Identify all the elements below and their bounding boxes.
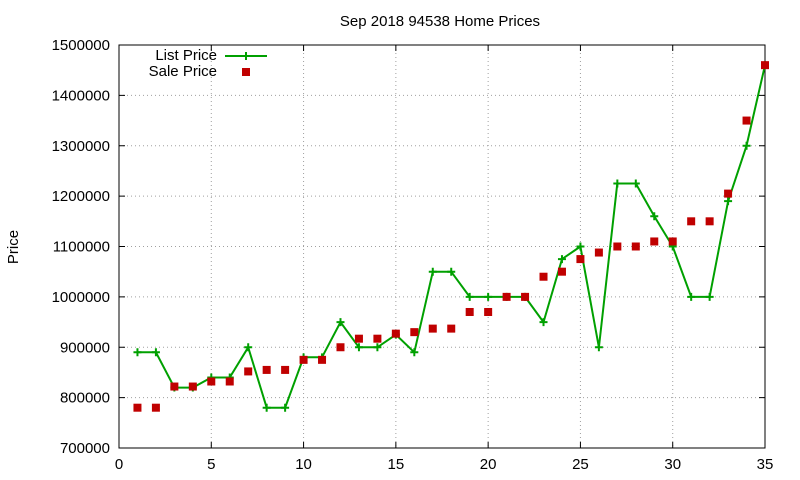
list-price-point bbox=[281, 403, 290, 412]
sale-price-point bbox=[687, 217, 696, 226]
series-sale-price bbox=[133, 61, 769, 412]
sale-price-point bbox=[761, 61, 769, 70]
y-tick-label: 900000 bbox=[60, 339, 110, 356]
y-tick-label: 1000000 bbox=[52, 289, 110, 306]
x-tick-label: 15 bbox=[388, 456, 405, 473]
sale-price-point bbox=[336, 343, 345, 352]
list-price-point bbox=[742, 141, 751, 150]
sale-price-point bbox=[447, 324, 456, 333]
sale-price-point bbox=[428, 324, 437, 333]
sale-price-point bbox=[724, 189, 733, 198]
grid bbox=[119, 45, 765, 448]
sale-price-point bbox=[484, 307, 493, 316]
sale-price-point bbox=[207, 377, 216, 386]
sale-price-point bbox=[668, 237, 677, 246]
legend-swatch-sale-price bbox=[242, 68, 250, 76]
x-tick-label: 0 bbox=[115, 456, 123, 473]
y-tick-label: 1400000 bbox=[52, 87, 110, 104]
axis-ticks: 700000 800000 900000 1000000 1100000 1200000 1… bbox=[52, 37, 774, 473]
list-price-point bbox=[336, 318, 345, 327]
sale-price-point bbox=[502, 292, 511, 301]
legend-label-list-price: List Price bbox=[155, 47, 217, 64]
y-tick-label: 1100000 bbox=[53, 239, 110, 256]
list-price-point bbox=[613, 179, 622, 188]
y-axis-label: Price bbox=[5, 230, 22, 264]
sale-price-point bbox=[354, 334, 363, 343]
y-tick-label: 1500000 bbox=[52, 37, 110, 54]
x-tick-label: 20 bbox=[480, 456, 497, 473]
list-price-point bbox=[465, 292, 474, 301]
x-tick-label: 30 bbox=[664, 456, 681, 473]
sale-price-point bbox=[133, 403, 142, 412]
x-tick-label: 35 bbox=[757, 456, 774, 473]
list-price-line bbox=[137, 64, 766, 409]
sale-price-point bbox=[281, 365, 290, 374]
list-price-point bbox=[428, 267, 437, 276]
legend-marker-list-price bbox=[242, 52, 250, 60]
sale-price-point bbox=[705, 217, 714, 226]
series bbox=[133, 61, 769, 412]
list-price-point bbox=[594, 343, 603, 352]
sale-price-point bbox=[742, 116, 751, 125]
sale-price-point bbox=[594, 248, 603, 257]
list-price-point bbox=[705, 292, 714, 301]
list-price-point bbox=[650, 212, 659, 221]
y-tick-label: 1200000 bbox=[52, 188, 110, 205]
sale-price-point bbox=[188, 382, 197, 391]
sale-price-point bbox=[557, 267, 566, 276]
sale-price-point bbox=[391, 329, 400, 338]
sale-price-point bbox=[170, 382, 179, 391]
sale-price-point bbox=[613, 242, 622, 251]
list-price-point bbox=[687, 292, 696, 301]
sale-price-point bbox=[244, 367, 253, 376]
sale-price-point bbox=[650, 237, 659, 246]
sale-price-point bbox=[576, 255, 585, 264]
list-price-point bbox=[410, 348, 419, 357]
y-tick-label: 700000 bbox=[60, 440, 110, 457]
list-price-point bbox=[354, 343, 363, 352]
sale-price-point bbox=[631, 242, 640, 251]
sale-price-point bbox=[410, 328, 419, 337]
sale-price-point bbox=[521, 292, 530, 301]
list-price-point bbox=[724, 197, 733, 206]
sale-price-point bbox=[262, 365, 271, 374]
list-price-point bbox=[447, 267, 456, 276]
x-tick-label: 5 bbox=[207, 456, 215, 473]
sale-price-point bbox=[465, 307, 474, 316]
chart-title: Sep 2018 94538 Home Prices bbox=[340, 13, 540, 30]
list-price-point bbox=[539, 318, 548, 327]
list-price-point bbox=[557, 255, 566, 264]
legend: List Price Sale Price bbox=[149, 47, 267, 80]
list-price-point bbox=[631, 179, 640, 188]
list-price-point bbox=[373, 343, 382, 352]
sale-price-point bbox=[151, 403, 160, 412]
sale-price-point bbox=[318, 355, 327, 364]
list-price-point bbox=[133, 348, 142, 357]
list-price-point bbox=[576, 242, 585, 251]
list-price-point bbox=[244, 343, 253, 352]
x-tick-label: 25 bbox=[572, 456, 589, 473]
list-price-point bbox=[262, 403, 271, 412]
list-price-point bbox=[484, 292, 493, 301]
sale-price-point bbox=[373, 334, 382, 343]
legend-label-sale-price: Sale Price bbox=[149, 63, 217, 80]
list-price-point bbox=[151, 348, 160, 357]
y-tick-label: 1300000 bbox=[52, 138, 110, 155]
sale-price-point bbox=[299, 355, 308, 364]
series-list-price bbox=[133, 61, 769, 412]
y-tick-label: 800000 bbox=[60, 390, 110, 407]
sale-price-point bbox=[225, 377, 234, 386]
x-tick-label: 10 bbox=[295, 456, 312, 473]
sale-price-point bbox=[539, 272, 548, 281]
